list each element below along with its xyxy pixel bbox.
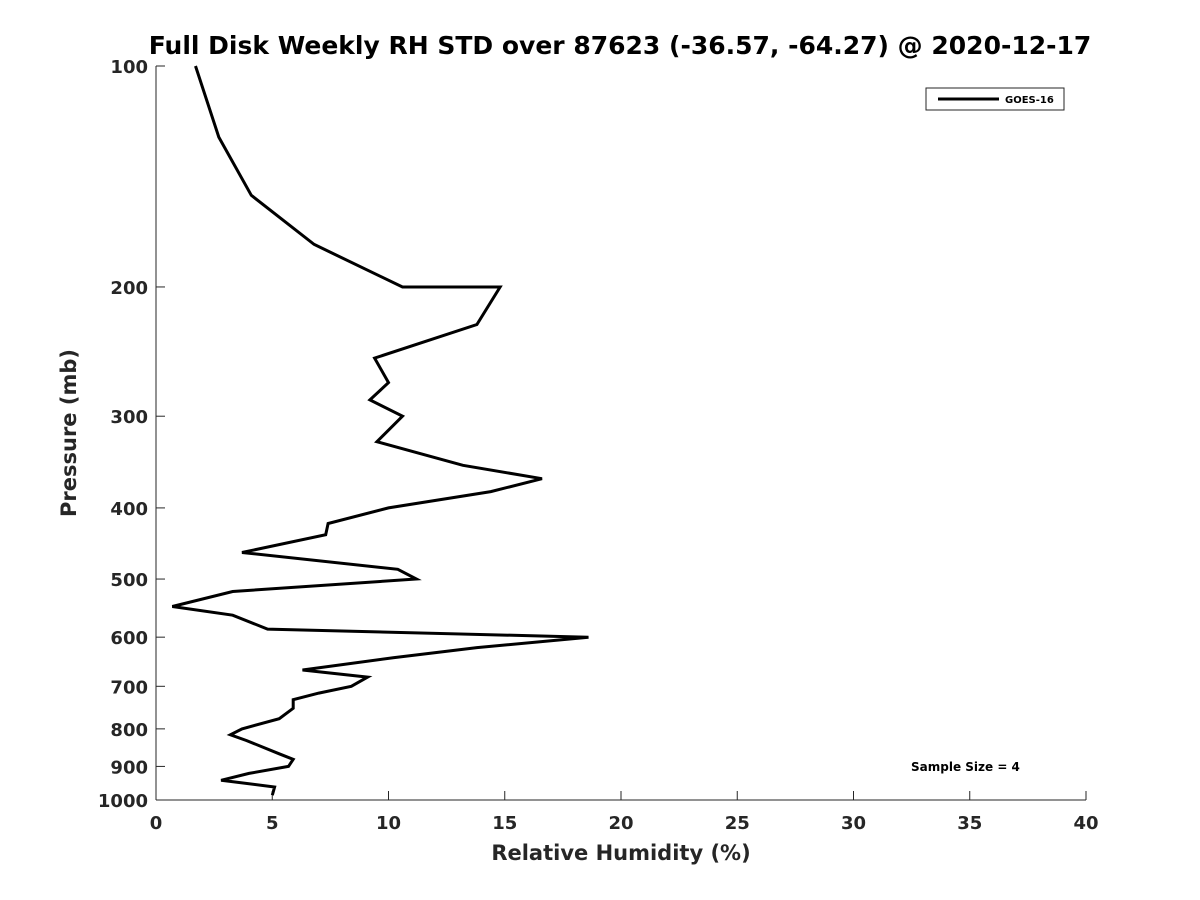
y-tick-label: 400 (110, 499, 148, 520)
x-ticks: 0 5 10 15 20 25 30 35 40 (150, 791, 1099, 834)
x-tick-label: 35 (957, 813, 982, 834)
y-axis-label: Pressure (mb) (57, 349, 81, 517)
y-tick-label: 900 (110, 757, 148, 778)
x-tick-label: 25 (725, 813, 750, 834)
x-tick-label: 15 (492, 813, 517, 834)
x-tick-label: 20 (608, 813, 633, 834)
y-tick-label: 700 (110, 677, 148, 698)
plot-axes (155, 66, 1086, 801)
y-tick-label: 100 (110, 57, 148, 78)
y-tick-label: 500 (110, 570, 148, 591)
y-ticks: 100 200 300 400 500 600 700 800 900 1000 (98, 57, 165, 812)
chart-title: Full Disk Weekly RH STD over 87623 (-36.… (149, 31, 1092, 60)
y-tick-label: 200 (110, 278, 148, 299)
x-tick-label: 5 (266, 813, 279, 834)
y-tick-label: 600 (110, 628, 148, 649)
x-tick-label: 10 (376, 813, 401, 834)
legend-label-goes16: GOES-16 (1005, 95, 1054, 106)
legend: GOES-16 (925, 87, 1065, 111)
x-tick-label: 0 (150, 813, 163, 834)
sample-size-annotation: Sample Size = 4 (911, 760, 1020, 774)
x-tick-label: 30 (841, 813, 866, 834)
series-line-goes16 (171, 65, 589, 796)
series-group (171, 65, 589, 796)
y-tick-label: 800 (110, 720, 148, 741)
x-axis-label: Relative Humidity (%) (491, 841, 750, 865)
y-tick-label: 300 (110, 407, 148, 428)
y-tick-label: 1000 (98, 791, 148, 812)
x-tick-label: 40 (1073, 813, 1098, 834)
